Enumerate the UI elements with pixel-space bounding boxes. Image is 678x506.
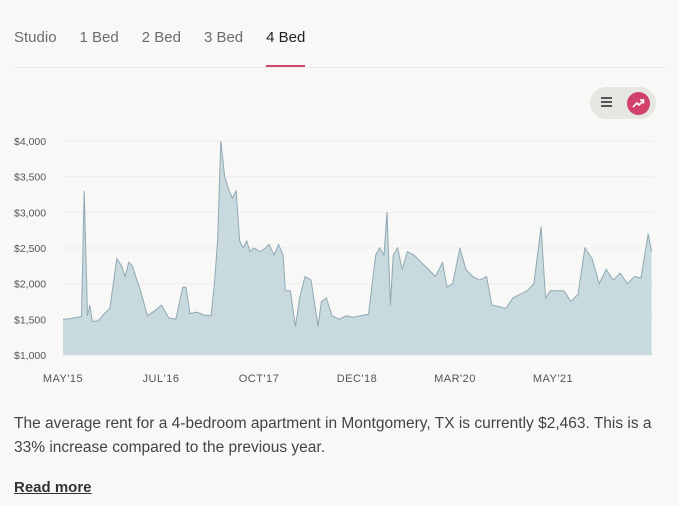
trend-chart-icon[interactable] [627, 92, 650, 115]
rent-summary: The average rent for a 4-bedroom apartme… [14, 415, 652, 456]
tab-studio[interactable]: Studio [14, 29, 57, 46]
y-tick-label: $3,500 [14, 172, 46, 184]
x-tick-label: OCT'17 [239, 373, 280, 385]
x-tick-label: MAY'15 [43, 373, 83, 385]
rent-line [62, 140, 653, 327]
y-tick-label: $2,500 [14, 243, 46, 255]
bedroom-tabs: Studio 1 Bed 2 Bed 3 Bed 4 Bed [14, 22, 328, 68]
y-tick-label: $2,000 [14, 279, 46, 291]
list-icon[interactable] [601, 97, 612, 107]
read-more-link[interactable]: Read more [14, 479, 92, 496]
x-tick-label: MAR'20 [434, 373, 476, 385]
tab-3-bed[interactable]: 3 Bed [203, 29, 244, 46]
view-toggle [590, 87, 656, 119]
tab-2-bed[interactable]: 2 Bed [141, 29, 181, 46]
tab-1-bed[interactable]: 1 Bed [79, 29, 119, 46]
x-tick-label: JUL'16 [143, 373, 180, 385]
x-tick-label: MAY'21 [533, 373, 573, 385]
rent-chart: $1,000 $1,500 $2,000 $2,500 $3,000 $3,500 $4,0… [14, 136, 653, 385]
y-tick-label: $4,000 [14, 136, 46, 148]
tab-4-bed[interactable]: 4 Bed [266, 22, 306, 67]
y-tick-label: $1,000 [14, 350, 46, 362]
y-tick-label: $3,000 [14, 207, 46, 219]
y-tick-label: $1,500 [14, 314, 46, 326]
rent-area [63, 141, 652, 355]
x-tick-label: DEC'18 [337, 373, 378, 385]
tabs-divider [14, 67, 666, 68]
